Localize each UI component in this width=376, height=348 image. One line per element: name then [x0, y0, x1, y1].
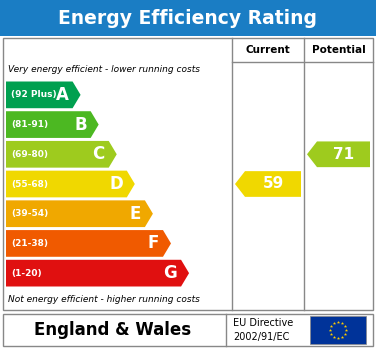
Bar [3, 314, 373, 346]
Text: (81-91): (81-91) [11, 120, 48, 129]
Text: (92 Plus): (92 Plus) [11, 90, 57, 100]
Text: EU Directive
2002/91/EC: EU Directive 2002/91/EC [233, 318, 293, 342]
Polygon shape [6, 171, 135, 197]
Text: C: C [92, 145, 105, 163]
Text: G: G [163, 264, 177, 282]
Polygon shape [6, 111, 99, 138]
Text: Current: Current [246, 45, 290, 55]
Polygon shape [6, 200, 153, 227]
Text: 59: 59 [262, 176, 284, 191]
Text: 71: 71 [333, 147, 354, 162]
Text: F: F [148, 235, 159, 252]
Polygon shape [235, 171, 301, 197]
Bar [310, 316, 366, 344]
Polygon shape [6, 81, 80, 108]
Text: Very energy efficient - lower running costs: Very energy efficient - lower running co… [8, 65, 200, 74]
Text: D: D [109, 175, 123, 193]
Text: B: B [74, 116, 86, 134]
Text: (1-20): (1-20) [11, 269, 42, 278]
Text: E: E [129, 205, 141, 223]
Bar [0, 0, 376, 36]
Text: A: A [56, 86, 68, 104]
Polygon shape [6, 230, 171, 257]
Text: England & Wales: England & Wales [35, 321, 191, 339]
Polygon shape [6, 260, 189, 286]
Polygon shape [6, 141, 117, 168]
Text: (39-54): (39-54) [11, 209, 48, 218]
Text: Energy Efficiency Rating: Energy Efficiency Rating [59, 8, 317, 27]
Text: Not energy efficient - higher running costs: Not energy efficient - higher running co… [8, 295, 200, 304]
Text: (55-68): (55-68) [11, 180, 48, 189]
Text: (69-80): (69-80) [11, 150, 48, 159]
Text: (21-38): (21-38) [11, 239, 48, 248]
Bar [0, 312, 376, 348]
Text: Potential: Potential [312, 45, 365, 55]
Bar [3, 38, 373, 310]
Polygon shape [307, 141, 370, 167]
